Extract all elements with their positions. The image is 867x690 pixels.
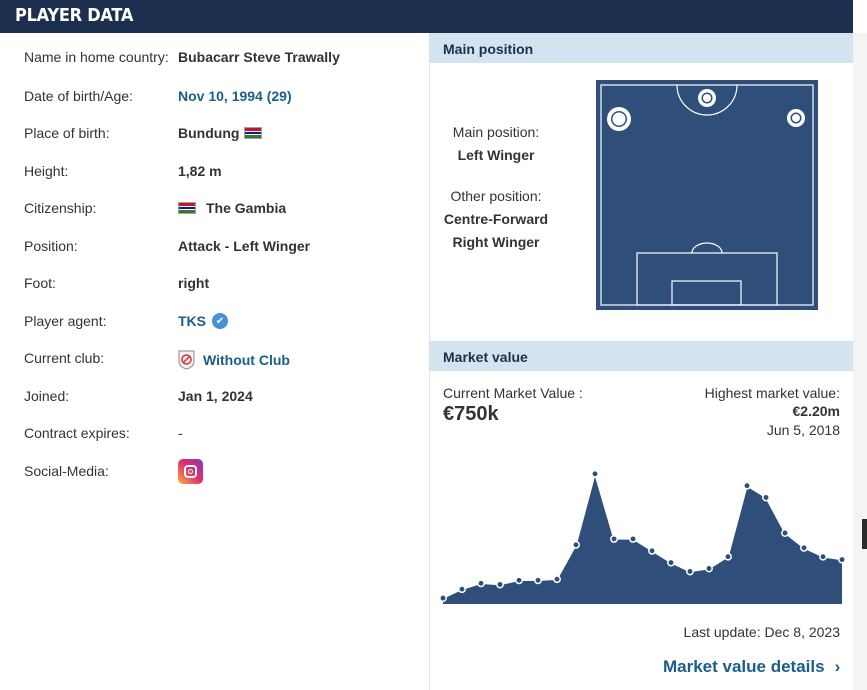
info-label: Citizenship: xyxy=(24,200,97,216)
info-row-social: Social-Media: xyxy=(24,459,424,487)
chart-point[interactable] xyxy=(629,534,637,543)
centre-forward-marker xyxy=(698,89,716,107)
info-label: Foot: xyxy=(24,275,56,291)
info-label: Current club: xyxy=(24,350,105,366)
info-row-citizenship: Citizenship: The Gambia xyxy=(24,196,424,220)
chart-point[interactable] xyxy=(762,493,770,502)
chart-point[interactable] xyxy=(667,558,675,567)
chart-line xyxy=(442,471,843,599)
gambia-flag-icon xyxy=(178,202,196,214)
info-label: Name in home country: xyxy=(24,49,169,65)
info-row-height: Height: 1,82 m xyxy=(24,159,424,183)
chart-point[interactable] xyxy=(458,585,466,594)
other-position-value: Centre-Forward xyxy=(443,211,549,227)
section-title: Main position xyxy=(443,41,534,57)
info-value: Jan 1, 2024 xyxy=(178,388,253,404)
agent-link[interactable]: TKS xyxy=(178,313,206,329)
chart-point[interactable] xyxy=(572,540,580,549)
chart-point[interactable] xyxy=(648,546,656,555)
chart-point[interactable] xyxy=(819,552,827,561)
main-position-label: Main position: xyxy=(452,124,540,140)
info-row-dob: Date of birth/Age: Nov 10, 1994 (29) xyxy=(24,84,424,108)
info-value: - xyxy=(178,425,183,441)
player-data-panel: Name in home country: Bubacarr Steve Tra… xyxy=(7,33,428,690)
info-value: Without Club xyxy=(178,350,290,370)
chart-point[interactable] xyxy=(724,552,732,561)
current-market-value: €750k xyxy=(443,403,499,425)
chart-point[interactable] xyxy=(705,564,713,573)
other-position-value: Right Winger xyxy=(452,234,540,250)
chart-point[interactable] xyxy=(781,529,789,537)
market-value-chart[interactable] xyxy=(435,448,850,608)
chart-point[interactable] xyxy=(610,534,618,543)
details-link-label[interactable]: Market value details xyxy=(663,657,825,676)
info-label: Height: xyxy=(24,163,69,179)
info-value: TKS ✔ xyxy=(178,313,228,329)
info-label: Position: xyxy=(24,238,78,254)
info-value: Bundung xyxy=(178,125,263,141)
market-value-header: Market value xyxy=(430,341,853,371)
chart-point[interactable] xyxy=(838,555,846,564)
market-value-details-link[interactable]: Market value details › xyxy=(663,657,840,677)
info-label: Contract expires: xyxy=(24,425,130,441)
highest-market-value-label: Highest market value: xyxy=(704,385,840,401)
info-row-foot: Foot: right xyxy=(24,271,424,295)
info-row-agent: Player agent: TKS ✔ xyxy=(24,309,424,333)
chart-point[interactable] xyxy=(686,567,694,576)
info-value: Bubacarr Steve Trawally xyxy=(178,49,340,65)
citizenship-text: The Gambia xyxy=(206,200,287,216)
other-position-label: Other position: xyxy=(450,188,542,204)
current-market-value-label: Current Market Value : xyxy=(443,385,583,401)
info-value: The Gambia xyxy=(178,200,286,216)
main-position-header: Main position xyxy=(430,33,853,63)
info-row-position: Position: Attack - Left Winger xyxy=(24,234,424,258)
info-label: Joined: xyxy=(24,388,70,404)
chart-point[interactable] xyxy=(477,579,485,588)
info-row-joined: Joined: Jan 1, 2024 xyxy=(24,384,424,408)
highest-market-value: €2.20m xyxy=(792,403,840,419)
right-winger-marker xyxy=(787,109,805,127)
verified-check-icon: ✔ xyxy=(212,313,228,329)
info-label: Player agent: xyxy=(24,313,107,329)
page-title: PLAYER DATA xyxy=(15,5,134,26)
info-row-club: Current club: Without Club xyxy=(24,346,424,370)
info-value: right xyxy=(178,275,210,291)
info-value: 1,82 m xyxy=(178,163,222,179)
column-divider xyxy=(429,33,430,690)
info-value: Attack - Left Winger xyxy=(178,238,311,254)
header-bar: PLAYER DATA xyxy=(0,0,853,33)
scrollbar-handle[interactable] xyxy=(862,519,867,549)
chart-point[interactable] xyxy=(496,580,504,589)
chart-point[interactable] xyxy=(515,576,523,585)
chart-point[interactable] xyxy=(743,481,751,490)
section-title: Market value xyxy=(443,349,528,365)
chart-point[interactable] xyxy=(439,594,447,603)
info-value xyxy=(178,459,203,484)
main-position-value: Left Winger xyxy=(457,147,535,163)
info-label: Date of birth/Age: xyxy=(24,88,133,104)
instagram-icon[interactable] xyxy=(178,459,203,484)
chart-point[interactable] xyxy=(534,576,542,585)
without-club-crest-icon xyxy=(178,350,195,370)
position-pitch xyxy=(596,80,818,310)
highest-market-value-date: Jun 5, 2018 xyxy=(766,422,840,438)
current-club-link[interactable]: Without Club xyxy=(203,352,290,368)
info-row-name: Name in home country: Bubacarr Steve Tra… xyxy=(24,45,424,69)
last-update-text: Last update: Dec 8, 2023 xyxy=(683,624,840,640)
right-edge xyxy=(853,33,867,690)
gambia-flag-icon xyxy=(244,127,263,139)
info-label: Place of birth: xyxy=(24,125,110,141)
chart-point[interactable] xyxy=(800,543,808,552)
info-row-contract: Contract expires: - xyxy=(24,421,424,445)
info-label: Social-Media: xyxy=(24,463,109,479)
chart-point[interactable] xyxy=(553,575,561,584)
chart-point[interactable] xyxy=(591,469,599,478)
chevron-right-icon: › xyxy=(834,657,841,676)
birthplace-text: Bundung xyxy=(178,125,240,141)
left-winger-marker xyxy=(607,107,631,131)
dob-link[interactable]: Nov 10, 1994 (29) xyxy=(178,88,292,104)
info-row-birthplace: Place of birth: Bundung xyxy=(24,121,424,145)
